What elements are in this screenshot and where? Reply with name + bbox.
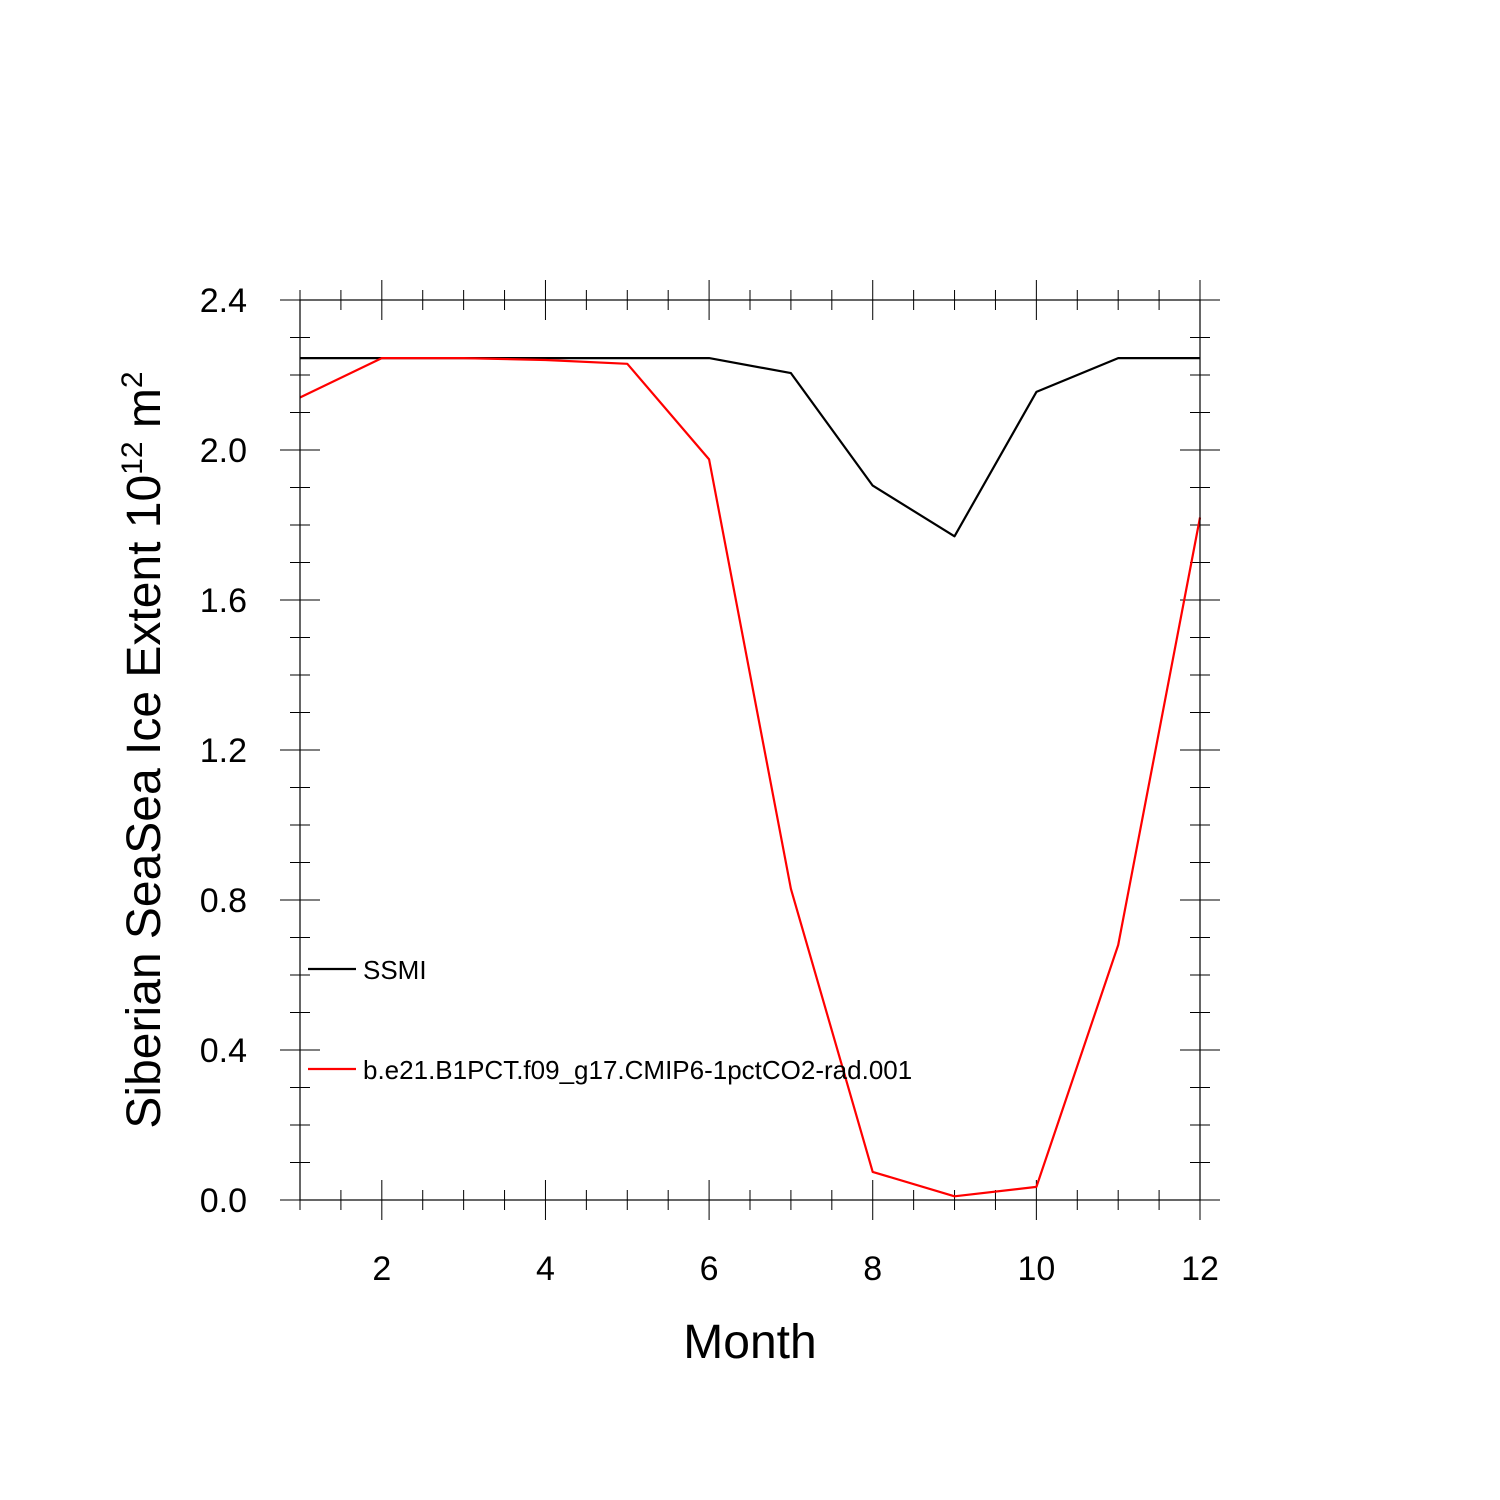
x-tick-label: 8 — [863, 1250, 882, 1288]
plot-frame — [299, 299, 1201, 1201]
x-tick-label: 4 — [536, 1250, 555, 1288]
y-tick-label: 1.6 — [200, 582, 247, 620]
y-tick-label: 1.2 — [200, 732, 247, 770]
y-tick-label: 0.4 — [200, 1032, 247, 1070]
series-line-1 — [299, 357, 1202, 1198]
x-tick-label: 6 — [700, 1250, 719, 1288]
legend-label-ssmi: SSMI — [363, 955, 427, 985]
x-tick-label: 10 — [1017, 1250, 1055, 1288]
y-axis-title-unit: m — [118, 388, 171, 441]
legend: SSMI b.e21.B1PCT.f09_g17.CMIP6-1pctCO2-r… — [308, 955, 912, 1085]
y-tick-labels: 0.0 0.4 0.8 1.2 1.6 2.0 2.4 — [200, 282, 247, 1220]
x-axis-title: Month — [683, 1316, 816, 1369]
y-tick-label: 0.0 — [200, 1182, 247, 1220]
legend-label-model: b.e21.B1PCT.f09_g17.CMIP6-1pctCO2-rad.00… — [363, 1055, 912, 1085]
series-lines — [299, 357, 1202, 1198]
y-tick-label: 2.4 — [200, 282, 247, 320]
series-line-0 — [300, 357, 1200, 538]
y-axis-title-exponent-2: 2 — [116, 371, 149, 388]
x-tick-labels: 2 4 6 8 10 12 — [372, 1250, 1219, 1288]
y-axis-title: Siberian SeaSea Ice Extent 1012 m2 — [116, 371, 171, 1128]
y-axis-title-base: Siberian SeaSea Ice Extent 10 — [118, 475, 171, 1129]
x-tick-label: 2 — [372, 1250, 391, 1288]
y-tick-label: 0.8 — [200, 882, 247, 920]
x-tick-label: 12 — [1181, 1250, 1219, 1288]
y-axis-title-exponent-1: 12 — [116, 441, 149, 474]
y-tick-label: 2.0 — [200, 432, 247, 470]
